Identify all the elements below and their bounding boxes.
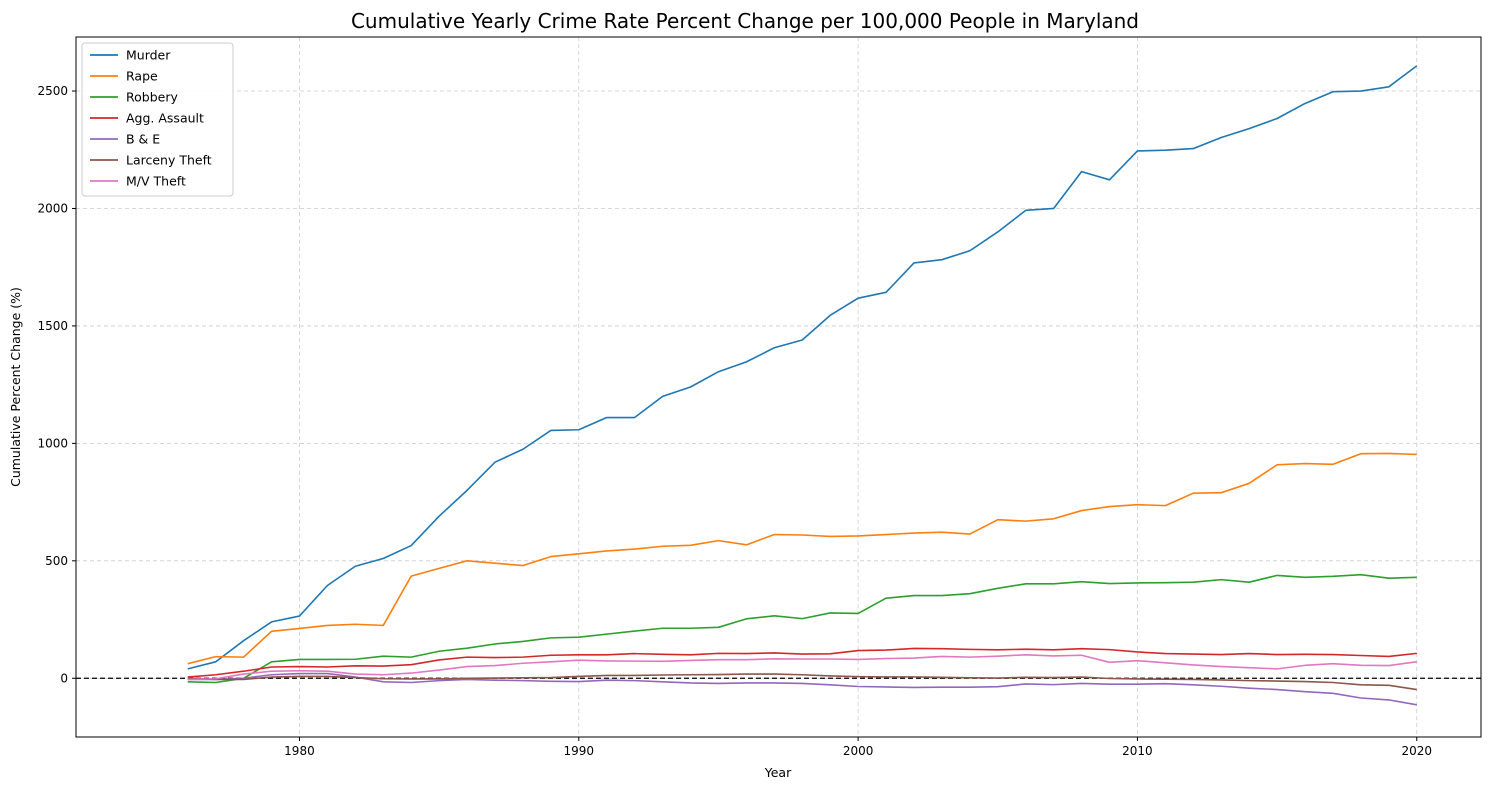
legend-label: B & E (126, 132, 160, 147)
series-line-larceny-theft (187, 673, 1417, 691)
legend-label: Rape (126, 69, 158, 84)
y-tick-label: 1500 (37, 319, 68, 333)
y-axis-label: Cumulative Percent Change (%) (8, 287, 23, 487)
x-axis-label: Year (764, 765, 792, 780)
chart-title: Cumulative Yearly Crime Rate Percent Cha… (351, 9, 1139, 33)
legend-label: Murder (126, 48, 171, 63)
y-tick-label: 500 (45, 554, 68, 568)
series-line-rape (187, 452, 1417, 665)
x-tick-label: 2000 (843, 744, 874, 758)
y-tick-label: 0 (60, 671, 68, 685)
y-axis-ticks: 0 500 1000 1500 2000 2500 (37, 84, 76, 685)
y-tick-label: 1000 (37, 436, 68, 450)
series-line-robbery (187, 573, 1417, 684)
series-line-agg-assault (187, 647, 1417, 678)
x-axis-ticks: 1980 1990 2000 2010 2020 (284, 737, 1432, 758)
x-tick-label: 1980 (284, 744, 315, 758)
y-tick-label: 2000 (37, 201, 68, 215)
legend: Murder Rape Robbery Agg. Assault B & E Larcen… (81, 42, 234, 197)
y-tick-label: 2500 (37, 84, 68, 98)
x-tick-label: 2020 (1401, 744, 1432, 758)
legend-box (81, 42, 234, 197)
legend-label: Agg. Assault (126, 111, 204, 126)
series-line-murder (187, 65, 1418, 670)
legend-label: M/V Theft (126, 174, 186, 189)
series-line-m-v-theft (187, 653, 1417, 681)
series-lines (187, 65, 1418, 706)
grid (76, 37, 1481, 737)
x-tick-label: 2010 (1122, 744, 1153, 758)
legend-label: Larceny Theft (126, 153, 212, 168)
x-tick-label: 1990 (564, 744, 595, 758)
plot-frame (75, 36, 1482, 738)
legend-label: Robbery (126, 90, 178, 105)
series-line-b-e (187, 672, 1417, 706)
